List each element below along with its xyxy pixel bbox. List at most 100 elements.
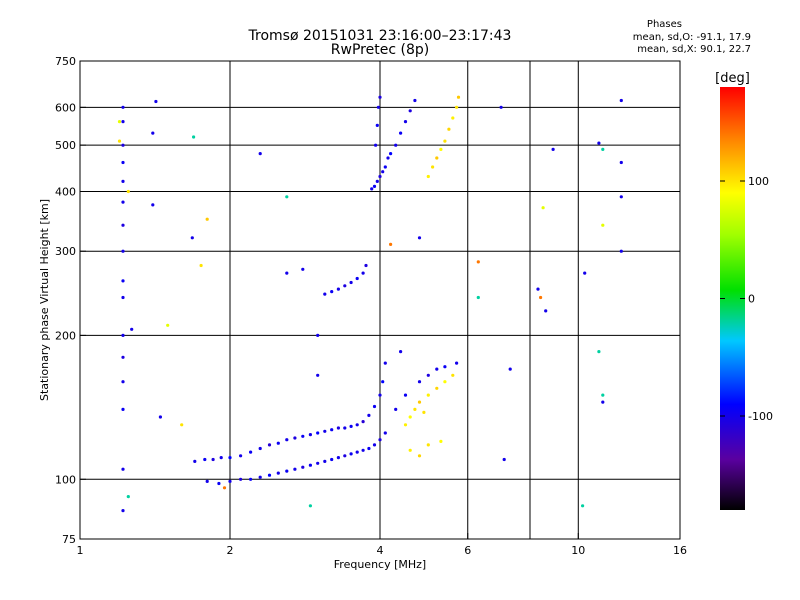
data-point: [383, 165, 387, 169]
data-point: [443, 365, 447, 369]
data-point: [121, 380, 125, 384]
data-point: [121, 467, 125, 471]
data-point: [330, 457, 334, 462]
data-point: [381, 170, 385, 174]
y-tick-label: 600: [55, 101, 76, 114]
data-point: [211, 457, 215, 462]
data-point: [499, 105, 503, 109]
data-point: [180, 423, 184, 427]
data-point: [126, 189, 130, 194]
data-point: [121, 120, 125, 124]
data-point: [258, 475, 262, 479]
data-point: [217, 481, 221, 486]
data-point: [476, 295, 480, 300]
data-point: [285, 438, 289, 442]
data-point: [126, 495, 130, 499]
data-point: [336, 287, 340, 291]
data-point: [117, 139, 122, 143]
data-point: [193, 459, 197, 463]
data-point: [551, 147, 555, 151]
data-point: [597, 141, 601, 145]
x-tick-label: 6: [464, 544, 471, 557]
data-point: [361, 448, 365, 452]
data-point: [330, 428, 334, 432]
data-point: [121, 223, 125, 227]
data-point: [276, 471, 280, 475]
data-point: [544, 309, 548, 313]
y-tick-label: 200: [55, 329, 76, 342]
data-point: [403, 393, 408, 397]
data-point: [439, 147, 443, 151]
data-point: [121, 407, 125, 411]
data-point: [301, 267, 305, 271]
data-point: [601, 147, 605, 151]
data-point: [228, 456, 232, 460]
data-point: [293, 467, 297, 471]
data-point: [151, 131, 155, 135]
y-axis-ticks: 75 100 200 300 400 500 600 750: [55, 55, 86, 546]
data-point: [426, 393, 430, 397]
data-point: [258, 446, 262, 451]
data-point: [601, 400, 605, 404]
data-point: [581, 504, 585, 508]
data-point: [455, 105, 459, 109]
data-point: [422, 410, 426, 414]
data-point: [381, 380, 385, 384]
data-point: [601, 223, 605, 227]
y-tick-label: 100: [55, 473, 76, 486]
data-point: [316, 461, 320, 465]
data-point: [276, 441, 280, 445]
data-point: [203, 457, 207, 462]
data-point: [330, 290, 334, 294]
x-axis-ticks: 1 2 4 6 10 16: [77, 533, 687, 557]
chart-title: Tromsø 20151031 23:16:00–23:17:43: [248, 28, 512, 44]
data-point: [476, 260, 480, 264]
data-point: [374, 143, 378, 147]
data-point: [285, 195, 289, 199]
x-axis-label: Frequency [MHz]: [334, 558, 426, 571]
data-point: [439, 439, 443, 443]
data-point: [121, 200, 125, 204]
data-point: [417, 400, 422, 404]
x-tick-label: 2: [227, 544, 234, 557]
data-point: [389, 152, 393, 156]
data-point: [249, 450, 253, 454]
data-point: [336, 456, 340, 460]
phases-o-mode-stats: mean, sd,O: -91.1, 17.9: [632, 32, 751, 43]
data-point: [205, 479, 209, 483]
data-point: [199, 263, 203, 268]
y-tick-label: 75: [62, 533, 76, 546]
data-point: [408, 109, 412, 113]
data-point: [121, 295, 125, 300]
data-point: [323, 429, 327, 433]
x-tick-label: 10: [571, 544, 585, 557]
data-point: [383, 431, 387, 435]
data-point: [361, 420, 365, 424]
data-point: [293, 436, 297, 440]
data-point: [619, 249, 623, 253]
data-point: [121, 333, 125, 337]
data-point: [343, 454, 347, 458]
y-tick-label: 500: [55, 139, 76, 152]
data-point: [308, 463, 312, 467]
data-point: [443, 139, 447, 143]
data-point: [121, 279, 125, 283]
data-point: [408, 448, 412, 452]
data-point: [343, 284, 347, 288]
data-point: [323, 459, 327, 463]
data-point: [121, 179, 125, 183]
data-point: [323, 292, 327, 296]
data-point: [151, 203, 155, 207]
data-point: [308, 504, 312, 508]
data-point: [372, 443, 377, 447]
data-point: [117, 120, 122, 124]
data-point: [249, 477, 253, 481]
data-point: [456, 95, 461, 99]
data-point: [413, 98, 417, 103]
data-point: [619, 195, 623, 199]
data-point: [399, 350, 403, 354]
y-axis-label: Stationary phase Virtual Height [km]: [38, 199, 51, 401]
data-point: [403, 120, 408, 124]
data-point: [355, 276, 359, 281]
